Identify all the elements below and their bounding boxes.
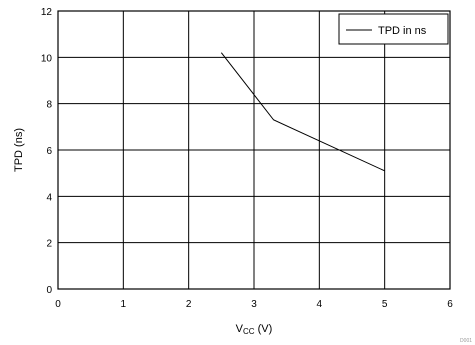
legend: TPD in ns — [338, 13, 449, 45]
y-tick-label-0: 0 — [46, 285, 52, 296]
x-tick-label-4: 4 — [317, 299, 323, 310]
series-layer — [220, 52, 385, 172]
x-axis-title: VCC (V) — [236, 323, 273, 336]
x-axis-title-main: V — [236, 323, 244, 335]
x-tick-label-5: 5 — [382, 299, 388, 310]
legend-box — [338, 13, 449, 45]
x-axis-title-unit: (V) — [255, 323, 273, 335]
y-tick-label-2: 2 — [46, 239, 52, 250]
x-tick-labels: 0 1 2 3 4 5 6 — [55, 299, 453, 310]
y-tick-label-12: 12 — [41, 7, 53, 18]
x-axis-title-subscript: CC — [243, 327, 255, 336]
y-tick-label-8: 8 — [46, 100, 52, 111]
y-tick-label-4: 4 — [46, 192, 52, 203]
y-tick-label-6: 6 — [46, 146, 52, 157]
y-tick-label-10: 10 — [41, 53, 53, 64]
y-tick-labels: 0 2 4 6 8 10 12 — [41, 7, 53, 296]
x-tick-label-2: 2 — [186, 299, 192, 310]
figure-code: D001 — [460, 338, 472, 344]
x-tick-label-1: 1 — [121, 299, 127, 310]
series-line-0 — [220, 52, 385, 172]
x-tick-label-3: 3 — [251, 299, 257, 310]
x-tick-label-0: 0 — [55, 299, 61, 310]
x-tick-label-6: 6 — [447, 299, 453, 310]
plot-area-border — [57, 10, 451, 290]
grid — [57, 10, 451, 290]
legend-label-tpd: TPD in ns — [378, 25, 427, 37]
y-axis-title: TPD (ns) — [13, 128, 25, 172]
